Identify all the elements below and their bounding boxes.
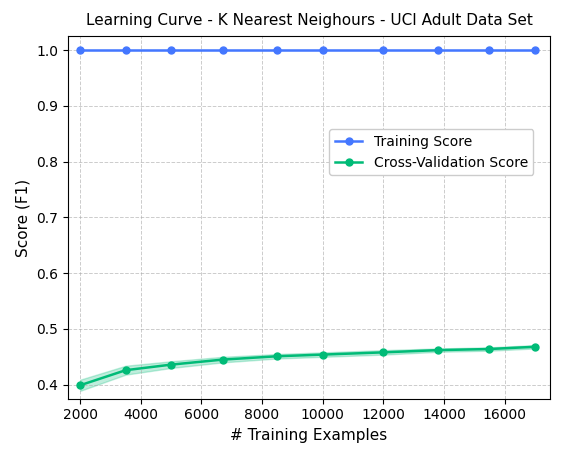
Cross-Validation Score bbox=[380, 350, 387, 355]
Cross-Validation Score bbox=[486, 346, 493, 352]
Cross-Validation Score bbox=[319, 352, 326, 357]
Cross-Validation Score bbox=[77, 382, 83, 388]
X-axis label: # Training Examples: # Training Examples bbox=[230, 428, 388, 443]
Training Score bbox=[531, 48, 538, 53]
Line: Cross-Validation Score: Cross-Validation Score bbox=[77, 343, 538, 389]
Training Score bbox=[122, 48, 129, 53]
Training Score bbox=[380, 48, 387, 53]
Cross-Validation Score bbox=[274, 353, 281, 359]
Training Score bbox=[486, 48, 493, 53]
Legend: Training Score, Cross-Validation Score: Training Score, Cross-Validation Score bbox=[329, 129, 534, 175]
Training Score bbox=[274, 48, 281, 53]
Title: Learning Curve - K Nearest Neighours - UCI Adult Data Set: Learning Curve - K Nearest Neighours - U… bbox=[86, 13, 532, 28]
Training Score bbox=[319, 48, 326, 53]
Y-axis label: Score (F1): Score (F1) bbox=[16, 178, 31, 256]
Training Score bbox=[168, 48, 175, 53]
Cross-Validation Score bbox=[219, 357, 226, 362]
Cross-Validation Score bbox=[122, 367, 129, 373]
Training Score bbox=[77, 48, 83, 53]
Line: Training Score: Training Score bbox=[77, 47, 538, 53]
Cross-Validation Score bbox=[168, 362, 175, 367]
Cross-Validation Score bbox=[434, 347, 441, 353]
Cross-Validation Score bbox=[531, 344, 538, 350]
Training Score bbox=[219, 48, 226, 53]
Training Score bbox=[434, 48, 441, 53]
